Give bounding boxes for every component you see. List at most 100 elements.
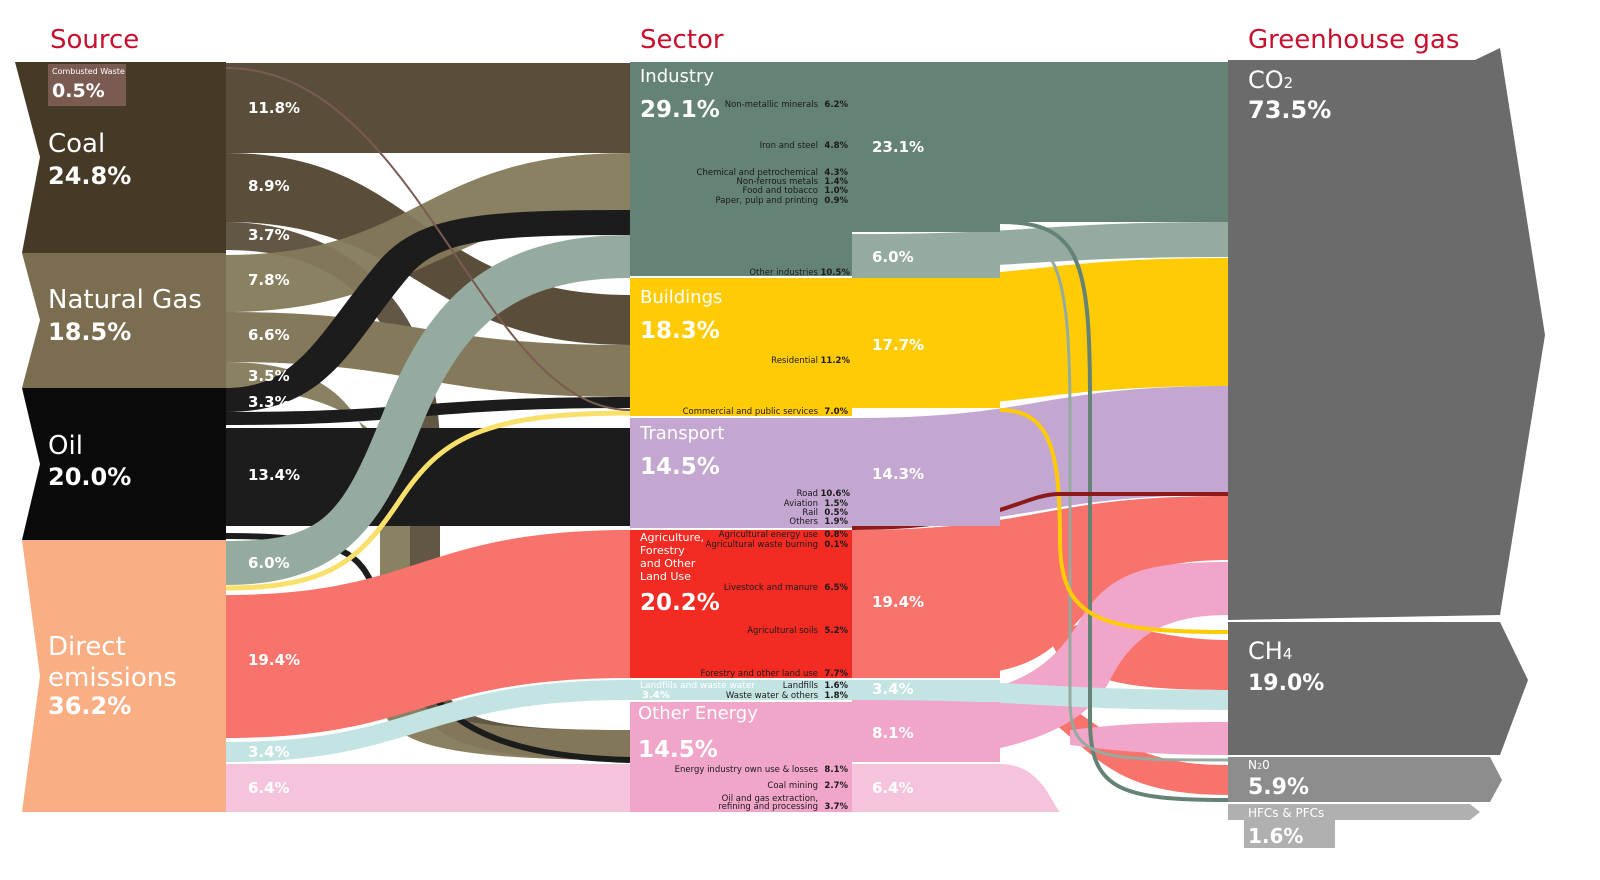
transport-name: Transport xyxy=(639,423,724,444)
sector-flow-label: 14.3% xyxy=(872,465,924,483)
sub-label: refining and processing xyxy=(718,802,818,812)
hfc-name: HFCs & PFCs xyxy=(1248,806,1324,820)
direct-name-2: emissions xyxy=(48,663,177,693)
sub-label: Non-metallic minerals xyxy=(725,100,819,110)
industry-pct: 29.1% xyxy=(640,97,720,123)
node-combusted-waste xyxy=(48,64,126,106)
outflow-transport xyxy=(852,418,1000,526)
source-flow-label: 6.4% xyxy=(248,779,290,797)
afolu-name-3: and Other xyxy=(640,557,696,570)
flow-direct-other-energy xyxy=(226,764,630,812)
outflow-other-energy xyxy=(852,702,1000,762)
node-coal xyxy=(15,62,226,253)
source-nodes xyxy=(15,62,226,812)
natural-gas-pct: 18.5% xyxy=(48,318,131,346)
sub-value: 0.1% xyxy=(824,540,848,550)
transport-pct: 14.5% xyxy=(640,454,720,480)
node-co2 xyxy=(1228,48,1545,620)
sub-value: 4.8% xyxy=(824,141,848,151)
sub-label: Agricultural waste burning xyxy=(706,540,819,550)
sector-flow-label: 19.4% xyxy=(872,593,924,611)
sector-nodes xyxy=(630,62,1000,812)
node-natural-gas xyxy=(22,253,226,388)
sub-value: 10.5% xyxy=(821,268,851,278)
header-sector: Sector xyxy=(640,25,724,55)
header-greenhouse-gas: Greenhouse gas xyxy=(1248,25,1459,55)
sub-value: 1.5% xyxy=(824,499,848,509)
sector-flow-label: 3.4% xyxy=(872,680,914,698)
hfc-pct: 1.6% xyxy=(1248,824,1303,848)
sub-value: 1.9% xyxy=(824,517,848,527)
sub-value: 11.2% xyxy=(821,356,851,366)
source-flow-label: 13.4% xyxy=(248,466,300,484)
sub-label: Paper, pulp and printing xyxy=(715,196,818,206)
direct-name-1: Direct xyxy=(48,632,126,662)
industry-name: Industry xyxy=(640,66,714,87)
sub-label: Residential xyxy=(771,356,818,366)
coal-pct: 24.8% xyxy=(48,162,131,190)
sub-label: Oil and gas extraction, xyxy=(722,794,818,804)
source-flow-label: 6.0% xyxy=(248,554,290,572)
node-transport xyxy=(630,418,852,528)
node-waste xyxy=(630,680,852,700)
sub-value: 6.5% xyxy=(824,583,848,593)
sub-label: Food and tobacco xyxy=(743,186,818,196)
outflow-waste xyxy=(852,680,1000,700)
sub-label: Agricultural energy use xyxy=(719,530,818,540)
flow-oil-buildings xyxy=(226,397,630,425)
sub-value: 1.8% xyxy=(824,691,848,701)
sub-label: Road xyxy=(797,489,818,499)
flow-oil-transport xyxy=(226,428,630,526)
outflow-buildings xyxy=(852,278,1000,408)
afolu-name-1: Agriculture, xyxy=(640,531,704,544)
node-buildings xyxy=(630,278,852,416)
co2-name: CO2 xyxy=(1248,66,1293,94)
buildings-name: Buildings xyxy=(640,287,722,308)
flow-buildings-line xyxy=(225,410,631,591)
combusted-waste-name: Combusted Waste xyxy=(52,67,125,76)
node-hfc-pfc xyxy=(1228,804,1480,848)
ch4-pct: 19.0% xyxy=(1248,671,1324,696)
sub-label: Aviation xyxy=(784,499,818,509)
waste-pct: 3.4% xyxy=(642,690,670,701)
flow-direct-industry xyxy=(226,235,630,585)
node-ch4 xyxy=(1228,622,1528,755)
sub-label: Agricultural soils xyxy=(747,626,818,636)
outflow-industry xyxy=(852,62,1000,232)
sub-label: Landfills xyxy=(783,681,819,691)
source-flow-label: 6.6% xyxy=(248,326,290,344)
node-other-energy xyxy=(630,702,852,812)
header-source: Source xyxy=(50,25,139,55)
afolu-name-4: Land Use xyxy=(640,570,691,583)
ch4-name: CH4 xyxy=(1248,637,1292,665)
node-oil xyxy=(22,388,226,540)
sub-label: Non-ferrous metals xyxy=(737,177,819,187)
flow-direct-waste xyxy=(226,680,630,762)
oil-name: Oil xyxy=(48,431,83,461)
sub-value: 5.2% xyxy=(824,626,848,636)
node-n2o xyxy=(1228,757,1502,802)
sub-value: 3.7% xyxy=(824,802,848,812)
sub-label: Other industries xyxy=(749,268,818,278)
n2o-pct: 5.9% xyxy=(1248,775,1309,800)
flow-buildings-lines xyxy=(999,408,1229,634)
node-afolu xyxy=(630,530,852,678)
sub-value: 1.0% xyxy=(824,186,848,196)
combusted-waste-pct: 0.5% xyxy=(52,80,105,102)
sub-value: 0.9% xyxy=(824,196,848,206)
source-flow-label: 3.7% xyxy=(248,226,290,244)
oil-pct: 20.0% xyxy=(48,463,131,491)
source-flow-labels: 11.8% 8.9% 3.7% 7.8% 6.6% 3.5% 3.3% 13.4… xyxy=(248,99,300,797)
flow-combusted-waste xyxy=(225,67,631,411)
sub-label: Others xyxy=(789,517,818,527)
sector-labels: Industry 29.1% Buildings 18.3% Transport… xyxy=(638,66,758,763)
sector-sub-labels: Non-metallic minerals 6.2% Iron and stee… xyxy=(675,100,851,812)
natural-gas-name: Natural Gas xyxy=(48,285,202,315)
flow-transport-darkred xyxy=(851,492,1228,530)
sector-flow-label: 17.7% xyxy=(872,336,924,354)
source-flow-label: 3.3% xyxy=(248,393,290,411)
source-flow-label: 11.8% xyxy=(248,99,300,117)
sub-label: Coal mining xyxy=(767,781,818,791)
source-flow-label: 19.4% xyxy=(248,651,300,669)
